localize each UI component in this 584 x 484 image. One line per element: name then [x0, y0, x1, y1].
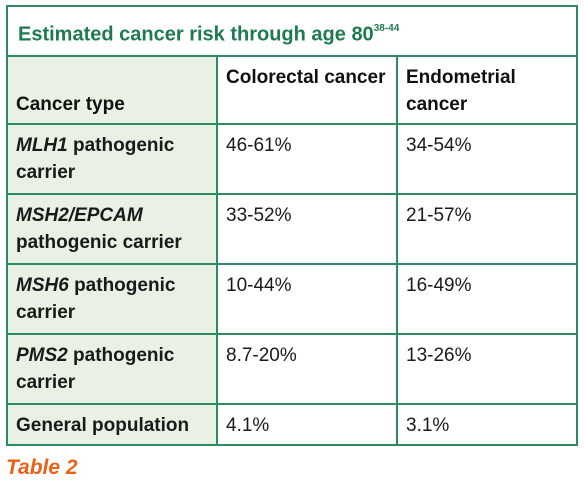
header-colorectal: Colorectal cancer — [216, 54, 398, 125]
header-row: Cancer type Colorectal cancer Endometria… — [6, 54, 578, 125]
table-row: MSH6 pathogenic carrier 10-44% 16-49% — [6, 262, 578, 335]
endometrial-value: 13-26% — [396, 332, 578, 405]
endometrial-value: 21-57% — [396, 192, 578, 265]
table-row: MSH2/EPCAM pathogenic carrier 33-52% 21-… — [6, 192, 578, 265]
row-label: PMS2 pathogenic carrier — [6, 332, 218, 405]
table-row: PMS2 pathogenic carrier 8.7-20% 13-26% — [6, 332, 578, 405]
endometrial-value: 34-54% — [396, 122, 578, 195]
header-endometrial: Endometrial cancer — [396, 54, 578, 125]
colorectal-value: 4.1% — [216, 402, 398, 446]
row-label: MSH6 pathogenic carrier — [6, 262, 218, 335]
table-row: MLH1 pathogenic carrier 46-61% 34-54% — [6, 122, 578, 195]
colorectal-value: 46-61% — [216, 122, 398, 195]
endometrial-value: 3.1% — [396, 402, 578, 446]
endometrial-value: 16-49% — [396, 262, 578, 335]
table-title: Estimated cancer risk through age 8038-4… — [6, 5, 578, 57]
header-cancer-type: Cancer type — [6, 54, 218, 125]
colorectal-value: 33-52% — [216, 192, 398, 265]
colorectal-value: 8.7-20% — [216, 332, 398, 405]
row-label: MLH1 pathogenic carrier — [6, 122, 218, 195]
table-row: General population 4.1% 3.1% — [6, 402, 578, 446]
title-reference: 38-44 — [373, 23, 400, 34]
colorectal-value: 10-44% — [216, 262, 398, 335]
risk-table: Estimated cancer risk through age 8038-4… — [6, 5, 578, 446]
row-label: MSH2/EPCAM pathogenic carrier — [6, 192, 218, 265]
title-row: Estimated cancer risk through age 8038-4… — [6, 5, 578, 57]
row-label: General population — [6, 402, 218, 446]
table-caption: Table 2 — [6, 456, 78, 479]
